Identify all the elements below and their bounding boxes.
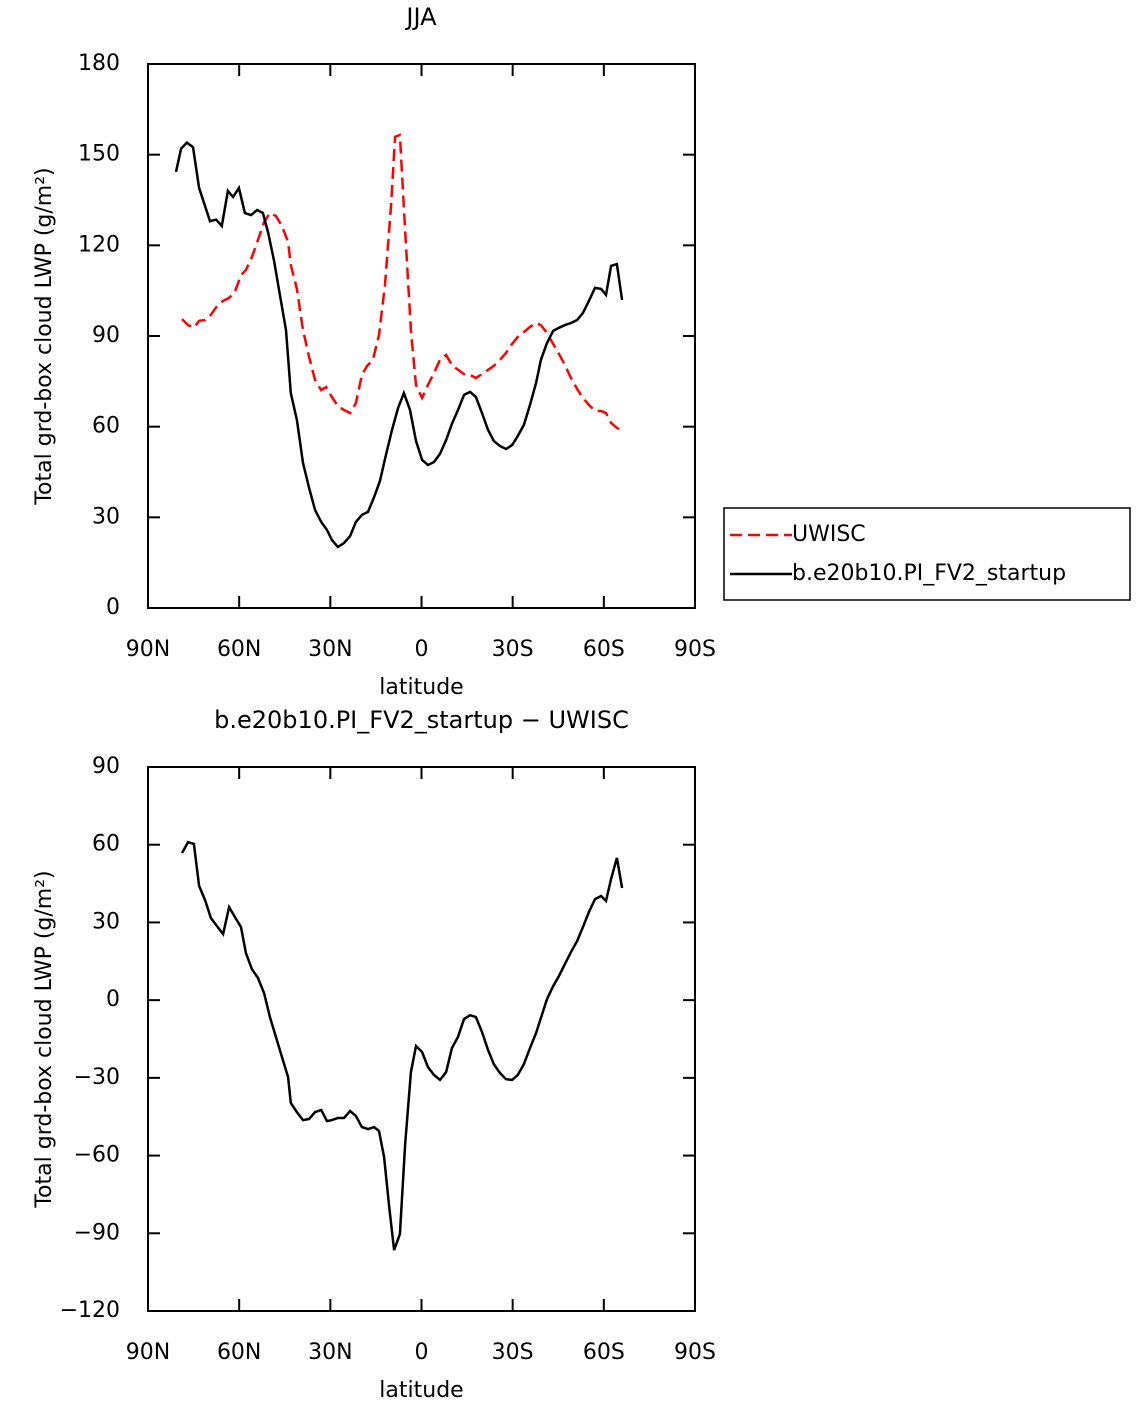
x-axis-label: latitude: [379, 1378, 463, 1403]
chart-title: b.e20b10.PI_FV2_startup − UWISC: [214, 706, 629, 734]
y-tick-label: −60: [74, 1143, 120, 1168]
y-tick-label: 150: [78, 142, 120, 167]
data-line: [174, 140, 624, 549]
y-axis-label: Total grd-box cloud LWP (g/m²): [32, 167, 57, 505]
y-axis-label: Total grd-box cloud LWP (g/m²): [32, 870, 57, 1208]
legend-label: b.e20b10.PI_FV2_startup: [792, 561, 1066, 586]
y-tick-label: −120: [60, 1298, 120, 1323]
y-tick-label: 30: [92, 504, 120, 529]
x-tick-label: 60N: [217, 637, 261, 662]
y-tick-label: −30: [74, 1065, 120, 1090]
y-tick-label: 120: [78, 232, 120, 257]
y-tick-label: 30: [92, 909, 120, 934]
plot-frame: [147, 766, 696, 1312]
x-tick-label: 30N: [308, 1340, 352, 1365]
y-tick-label: 90: [92, 323, 120, 348]
x-tick-label: 0: [415, 1340, 429, 1365]
x-tick-label: 30S: [492, 1340, 534, 1365]
x-tick-label: 30S: [492, 637, 534, 662]
plot-frame: [147, 63, 696, 609]
x-tick-label: 90S: [674, 637, 716, 662]
x-tick-label: 60S: [583, 637, 625, 662]
chart-title: JJA: [404, 3, 437, 31]
x-tick-label: 0: [415, 637, 429, 662]
x-tick-label: 60N: [217, 1340, 261, 1365]
x-tick-label: 90S: [674, 1340, 716, 1365]
y-tick-label: 180: [78, 51, 120, 76]
legend-box: [723, 507, 1131, 601]
y-tick-label: −90: [74, 1220, 120, 1245]
x-tick-label: 60S: [583, 1340, 625, 1365]
x-tick-label: 30N: [308, 637, 352, 662]
y-tick-label: 60: [92, 414, 120, 439]
y-tick-label: 0: [106, 987, 120, 1012]
x-tick-label: 90N: [126, 1340, 170, 1365]
y-tick-label: 90: [92, 754, 120, 779]
x-tick-label: 90N: [126, 637, 170, 662]
data-line: [181, 133, 623, 432]
data-line: [180, 840, 624, 1251]
legend-label: UWISC: [792, 522, 866, 547]
y-tick-label: 0: [106, 595, 120, 620]
x-axis-label: latitude: [379, 675, 463, 700]
y-tick-label: 60: [92, 832, 120, 857]
